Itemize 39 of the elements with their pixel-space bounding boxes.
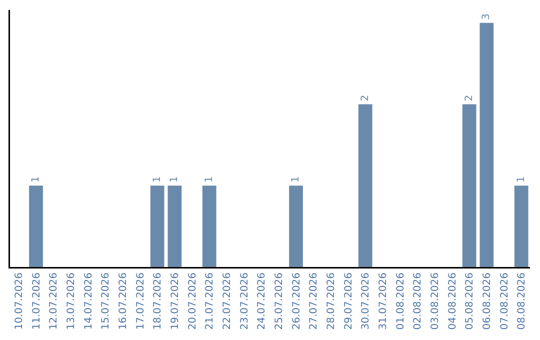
- x-tick-label: 25.07.2026: [274, 272, 285, 330]
- x-tick-label: 02.08.2026: [412, 272, 424, 330]
- data-label: 1: [204, 176, 215, 183]
- data-label: 1: [30, 176, 42, 183]
- x-tick-label: 13.07.2026: [66, 272, 77, 330]
- x-tick-label: 31.07.2026: [378, 272, 389, 330]
- x-tick-label: 08.08.2026: [516, 272, 528, 330]
- x-tick-label: 18.07.2026: [152, 272, 164, 330]
- x-tick-label: 10.07.2026: [14, 272, 25, 330]
- x-tick-label: 05.08.2026: [464, 272, 476, 330]
- data-label: 2: [464, 94, 475, 102]
- x-tick-label: 11.07.2026: [31, 272, 42, 330]
- data-label: 1: [516, 176, 527, 183]
- x-tick-label: 19.07.2026: [170, 272, 181, 330]
- data-label: 1: [152, 176, 163, 183]
- x-tick-label: 29.07.2026: [343, 272, 354, 330]
- x-tick-label: 28.07.2026: [326, 272, 337, 330]
- data-label: 1: [169, 176, 180, 183]
- x-tick-label: 12.07.2026: [48, 272, 60, 330]
- x-tick-label: 06.08.2026: [482, 272, 493, 330]
- x-tick-label: 07.08.2026: [499, 272, 510, 330]
- data-label: 3: [481, 13, 492, 20]
- x-tick-label: 26.07.2026: [291, 272, 302, 330]
- x-tick-label: 22.07.2026: [222, 272, 233, 330]
- x-tick-label: 03.08.2026: [430, 272, 441, 330]
- x-tick-label: 30.07.2026: [360, 272, 372, 330]
- data-label: 2: [360, 94, 371, 102]
- x-tick-label: 04.08.2026: [447, 272, 458, 330]
- x-tick-label: 15.07.2026: [100, 272, 112, 330]
- x-tick-label: 14.07.2026: [83, 272, 94, 330]
- x-tick-label: 27.07.2026: [308, 272, 320, 330]
- data-label: 1: [290, 176, 302, 183]
- x-tick-label: 20.07.2026: [187, 272, 198, 330]
- x-tick-label: 23.07.2026: [239, 272, 250, 330]
- x-tick-label: 01.08.2026: [395, 272, 406, 330]
- x-tick-label: 16.07.2026: [118, 272, 129, 330]
- x-tick-label: 21.07.2026: [204, 272, 216, 330]
- x-tick-label: 17.07.2026: [135, 272, 146, 330]
- x-tick-label: 24.07.2026: [256, 272, 268, 330]
